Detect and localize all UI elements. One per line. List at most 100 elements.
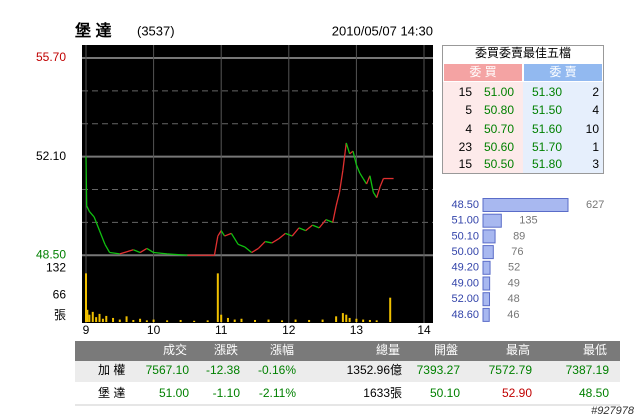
price-label: 49.20 [451,262,479,274]
volume-bar [375,320,378,322]
price-segment [298,227,306,232]
table-header: 最高 [506,342,530,357]
price-segment [318,219,327,229]
bid-qty: 15 [459,85,473,99]
volume-bar [85,273,87,322]
price-segment [217,230,222,237]
price-segment [369,175,374,193]
volume-bar [355,318,358,322]
plot-background [82,45,433,323]
table-header: 總量 [376,342,400,357]
ask-price: 51.70 [532,140,562,154]
bid-price: 50.50 [484,157,514,171]
y-tick-label: 48.50 [36,247,66,261]
volume-bar [118,319,121,322]
price-segment [338,170,344,193]
volume-bar [193,320,196,322]
price-segment [133,249,141,254]
table-cell: 52.90 [502,386,532,400]
x-tick-label: 10 [147,323,161,337]
price-segment [220,230,226,237]
price-segment [285,232,293,237]
volume-bar [98,313,101,322]
price-segment [345,142,351,155]
volume-bar [281,320,284,322]
price-segment [271,238,279,244]
price-segment [379,178,385,188]
price-segment [104,243,111,253]
price-segment [93,216,101,231]
row-name: 堡 達 [98,385,125,400]
datetime: 2010/05/07 14:30 [332,23,433,38]
volume-bar [152,319,155,322]
volume-bar [206,320,209,322]
volume-bar [179,319,182,322]
price-segment [86,205,90,212]
table-cell: 7567.10 [146,363,190,377]
ask-qty: 2 [592,85,599,99]
table-header-bg [75,341,620,361]
price-label: 50.10 [451,230,479,242]
table-cell: 51.00 [159,386,189,400]
price-segment [362,178,368,185]
distribution-bar [482,292,491,307]
price-segment [257,241,266,249]
price-segment [278,232,286,240]
bid-qty: 23 [459,140,473,154]
watermark: #927978 [591,405,635,417]
price-segment [291,227,300,237]
x-tick-label: 9 [83,323,90,337]
table-header: 最低 [583,343,607,357]
price-segment [237,243,246,248]
table-cell: 50.10 [430,386,460,400]
price-segment [244,246,253,254]
table-cell: -1.10 [213,386,241,400]
bid-header: 委 買 [469,65,496,79]
price-segment [365,175,371,185]
bid-price: 50.80 [484,103,514,117]
price-segment [376,186,381,198]
stock-code: (3537) [137,23,175,38]
table-cell: 48.50 [579,386,609,400]
volume-bar [345,314,348,322]
volume-bar [368,319,371,322]
y-tick-label: 55.70 [36,50,66,64]
x-tick-label: 11 [215,323,228,337]
price-segment [98,230,106,245]
ask-price: 51.80 [532,157,562,171]
volume-bar [220,314,223,322]
bid-price: 51.00 [484,85,514,99]
volume-bar [308,319,311,322]
price-segment [349,150,354,155]
ask-bg [523,82,603,173]
price-segment [224,232,232,237]
stock-name: 堡 達 [75,21,111,40]
value-label: 135 [519,215,537,227]
price-segment [109,251,120,255]
table-cell: 1633張 [363,386,402,400]
price-label: 50.00 [451,246,479,258]
price-segment [355,164,361,174]
volume-bar [335,316,338,322]
table-cell: -0.16% [258,363,296,377]
price-segment [139,247,148,254]
distribution-bar [482,229,496,244]
volume-bar [341,313,344,322]
distribution-bar [482,198,569,212]
table-header: 漲跌 [214,342,238,357]
value-label: 76 [511,246,523,258]
y-tick-label: 52.10 [36,149,66,163]
ask-price: 51.50 [532,103,562,117]
bid-qty: 15 [459,157,473,171]
volume-bar [91,311,94,322]
ask-header-bg [524,64,602,81]
volume-bar [145,320,148,322]
price-segment [332,205,337,223]
value-label: 89 [513,230,525,242]
volume-bar [389,297,392,322]
volume-bar [112,317,115,322]
volume-bar [86,309,89,322]
volume-bar [321,319,324,322]
price-label: 48.50 [451,199,479,211]
ask-price: 51.60 [532,122,562,136]
